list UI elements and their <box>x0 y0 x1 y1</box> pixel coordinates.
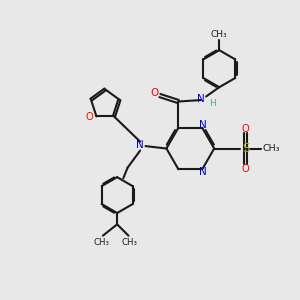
Text: CH₃: CH₃ <box>122 238 138 247</box>
Text: N: N <box>199 167 207 177</box>
Text: O: O <box>242 124 249 134</box>
Text: O: O <box>86 112 94 122</box>
Text: H: H <box>209 98 215 107</box>
Text: S: S <box>242 142 249 155</box>
Text: N: N <box>136 140 144 150</box>
Text: CH₃: CH₃ <box>93 238 109 247</box>
Text: O: O <box>242 164 249 173</box>
Text: CH₃: CH₃ <box>211 30 228 39</box>
Text: CH₃: CH₃ <box>262 144 280 153</box>
Text: O: O <box>150 88 159 98</box>
Text: N: N <box>199 120 207 130</box>
Text: N: N <box>197 94 205 104</box>
